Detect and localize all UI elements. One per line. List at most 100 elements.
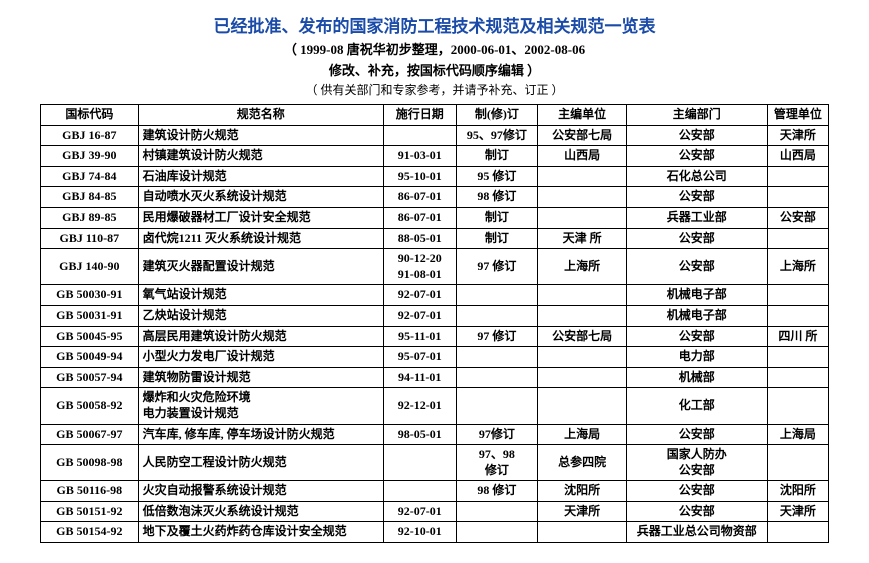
cell-col-name: 建筑灭火器配置设计规范 (138, 249, 383, 285)
cell-col-date: 92-07-01 (383, 501, 456, 522)
cell-col-date: 90-12-2091-08-01 (383, 249, 456, 285)
cell-col-code: GBJ 74-84 (41, 166, 139, 187)
cell-col-date: 95-11-01 (383, 326, 456, 347)
cell-col-name: 高层民用建筑设计防火规范 (138, 326, 383, 347)
cell-col-name: 建筑物防雷设计规范 (138, 367, 383, 388)
cell-col-unit: 天津 所 (538, 228, 627, 249)
cell-col-dept: 机械电子部 (626, 305, 767, 326)
cell-col-rev: 97 修订 (456, 326, 538, 347)
cell-col-rev (456, 305, 538, 326)
standards-table: 国标代码 规范名称 施行日期 制(修)订 主编单位 主编部门 管理单位 GBJ … (40, 104, 829, 543)
cell-col-date: 92-07-01 (383, 285, 456, 306)
cell-col-date: 95-10-01 (383, 166, 456, 187)
table-row: GB 50067-97汽车库, 修车库, 停车场设计防火规范98-05-0197… (41, 424, 829, 445)
cell-col-date (383, 445, 456, 481)
table-row: GB 50030-91氧气站设计规范92-07-01 机械电子部 (41, 285, 829, 306)
cell-col-name: 小型火力发电厂设计规范 (138, 347, 383, 368)
cell-col-code: GBJ 16-87 (41, 125, 139, 146)
table-row: GBJ 110-87卤代烷1211 灭火系统设计规范88-05-01制订天津 所… (41, 228, 829, 249)
cell-col-code: GB 50058-92 (41, 388, 139, 424)
cell-col-code: GB 50057-94 (41, 367, 139, 388)
cell-col-name: 石油库设计规范 (138, 166, 383, 187)
cell-col-name: 氧气站设计规范 (138, 285, 383, 306)
table-row: GB 50045-95高层民用建筑设计防火规范95-11-0197 修订公安部七… (41, 326, 829, 347)
col-name: 规范名称 (138, 105, 383, 126)
cell-col-date: 94-11-01 (383, 367, 456, 388)
cell-col-code: GBJ 84-85 (41, 187, 139, 208)
cell-col-rev (456, 501, 538, 522)
cell-col-unit (538, 285, 627, 306)
subtitle-line1: （ 1999-08 唐祝华初步整理，2000-06-01、2002-08-06 (40, 39, 829, 58)
cell-col-unit (538, 522, 627, 543)
cell-col-unit: 上海局 (538, 424, 627, 445)
cell-col-mgmt (767, 522, 828, 543)
cell-col-mgmt: 天津所 (767, 501, 828, 522)
cell-col-date: 86-07-01 (383, 207, 456, 228)
cell-col-unit: 山西局 (538, 146, 627, 167)
cell-col-mgmt (767, 305, 828, 326)
cell-col-name: 乙炔站设计规范 (138, 305, 383, 326)
cell-col-code: GBJ 140-90 (41, 249, 139, 285)
cell-col-name: 低倍数泡沫灭火系统设计规范 (138, 501, 383, 522)
cell-col-date: 88-05-01 (383, 228, 456, 249)
col-dept: 主编部门 (626, 105, 767, 126)
table-row: GBJ 84-85自动喷水灭火系统设计规范86-07-0198 修订公安部 (41, 187, 829, 208)
col-unit: 主编单位 (538, 105, 627, 126)
cell-col-rev (456, 388, 538, 424)
cell-col-unit: 公安部七局 (538, 125, 627, 146)
note-line: （ 供有关部门和专家参考，并请予补充、订正 ） (40, 81, 829, 98)
cell-col-name: 地下及覆土火药炸药仓库设计安全规范 (138, 522, 383, 543)
cell-col-mgmt (767, 228, 828, 249)
table-header-row: 国标代码 规范名称 施行日期 制(修)订 主编单位 主编部门 管理单位 (41, 105, 829, 126)
cell-col-date: 86-07-01 (383, 187, 456, 208)
table-body: GBJ 16-87建筑设计防火规范95、97修订公安部七局公安部天津所GBJ 3… (41, 125, 829, 542)
subtitle-line2: 修改、补充，按国标代码顺序编辑 ） (40, 60, 829, 79)
cell-col-mgmt (767, 166, 828, 187)
cell-col-name: 村镇建筑设计防火规范 (138, 146, 383, 167)
cell-col-unit (538, 207, 627, 228)
cell-col-date: 95-07-01 (383, 347, 456, 368)
cell-col-date: 98-05-01 (383, 424, 456, 445)
cell-col-dept: 兵器工业部 (626, 207, 767, 228)
cell-col-code: GB 50049-94 (41, 347, 139, 368)
cell-col-dept: 公安部 (626, 326, 767, 347)
cell-col-mgmt (767, 367, 828, 388)
cell-col-rev (456, 367, 538, 388)
cell-col-code: GB 50154-92 (41, 522, 139, 543)
cell-col-dept: 机械部 (626, 367, 767, 388)
cell-col-name: 建筑设计防火规范 (138, 125, 383, 146)
cell-col-rev: 97修订 (456, 424, 538, 445)
cell-col-unit (538, 166, 627, 187)
cell-col-unit: 天津所 (538, 501, 627, 522)
cell-col-rev: 95 修订 (456, 166, 538, 187)
cell-col-unit: 总参四院 (538, 445, 627, 481)
cell-col-dept: 公安部 (626, 228, 767, 249)
cell-col-code: GB 50116-98 (41, 481, 139, 502)
cell-col-mgmt: 沈阳所 (767, 481, 828, 502)
cell-col-dept: 公安部 (626, 125, 767, 146)
cell-col-mgmt: 上海局 (767, 424, 828, 445)
cell-col-date (383, 125, 456, 146)
cell-col-rev: 97 修订 (456, 249, 538, 285)
cell-col-unit: 沈阳所 (538, 481, 627, 502)
cell-col-dept: 机械电子部 (626, 285, 767, 306)
cell-col-rev (456, 522, 538, 543)
cell-col-mgmt (767, 187, 828, 208)
table-row: GBJ 89-85民用爆破器材工厂设计安全规范86-07-01制订兵器工业部公安… (41, 207, 829, 228)
cell-col-code: GB 50151-92 (41, 501, 139, 522)
cell-col-name: 民用爆破器材工厂设计安全规范 (138, 207, 383, 228)
table-row: GB 50058-92爆炸和火灾危险环境电力装置设计规范92-12-01化工部 (41, 388, 829, 424)
cell-col-rev (456, 347, 538, 368)
cell-col-rev (456, 285, 538, 306)
cell-col-mgmt: 公安部 (767, 207, 828, 228)
col-code: 国标代码 (41, 105, 139, 126)
cell-col-rev: 98 修订 (456, 481, 538, 502)
cell-col-name: 卤代烷1211 灭火系统设计规范 (138, 228, 383, 249)
table-row: GBJ 140-90建筑灭火器配置设计规范90-12-2091-08-0197 … (41, 249, 829, 285)
cell-col-date: 92-10-01 (383, 522, 456, 543)
cell-col-code: GB 50030-91 (41, 285, 139, 306)
cell-col-dept: 公安部 (626, 187, 767, 208)
cell-col-code: GBJ 110-87 (41, 228, 139, 249)
cell-col-code: GBJ 89-85 (41, 207, 139, 228)
cell-col-mgmt: 上海所 (767, 249, 828, 285)
